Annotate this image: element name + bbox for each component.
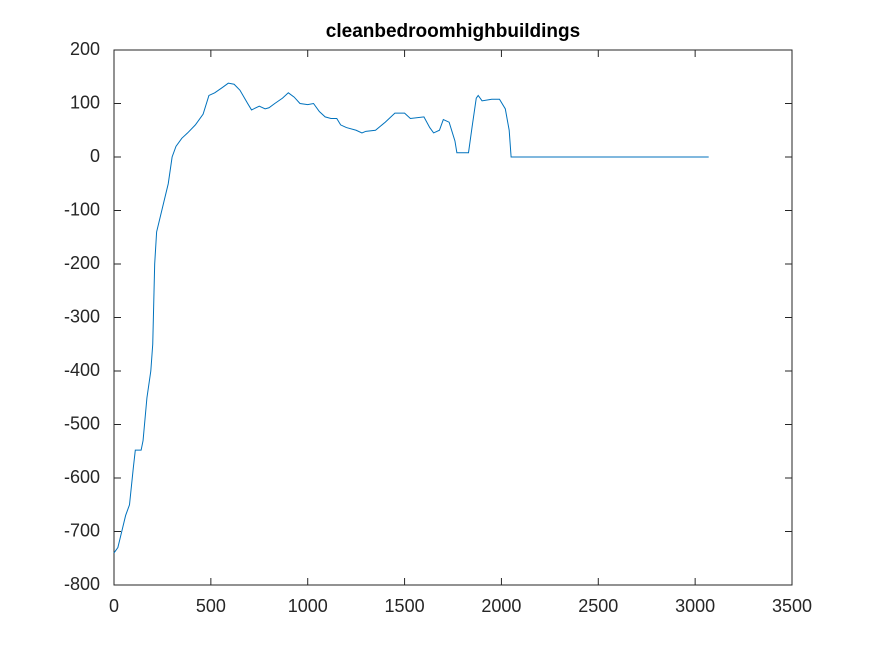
x-tick-label: 2500 — [578, 596, 618, 616]
x-tick-label: 500 — [196, 596, 226, 616]
x-tick-label: 1500 — [385, 596, 425, 616]
x-tick-label: 3000 — [675, 596, 715, 616]
chart-title: cleanbedroomhighbuildings — [326, 21, 580, 42]
y-tick-label: -500 — [64, 413, 100, 433]
y-tick-label: -800 — [64, 574, 100, 594]
y-tick-label: 100 — [70, 92, 100, 112]
data-line — [113, 82, 709, 554]
x-tick-label: 1000 — [288, 596, 328, 616]
y-tick-label: 0 — [90, 146, 100, 166]
y-tick-label: -300 — [64, 306, 100, 326]
y-tick-label: -400 — [64, 360, 100, 380]
y-tick-label: -700 — [64, 520, 100, 540]
x-tick-label: 3500 — [772, 596, 812, 616]
x-tick-label: 0 — [109, 596, 119, 616]
y-tick-label: 200 — [70, 39, 100, 59]
y-tick-label: -200 — [64, 253, 100, 273]
x-tick-label: 2000 — [481, 596, 521, 616]
y-tick-label: -100 — [64, 199, 100, 219]
y-tick-label: -600 — [64, 467, 100, 487]
